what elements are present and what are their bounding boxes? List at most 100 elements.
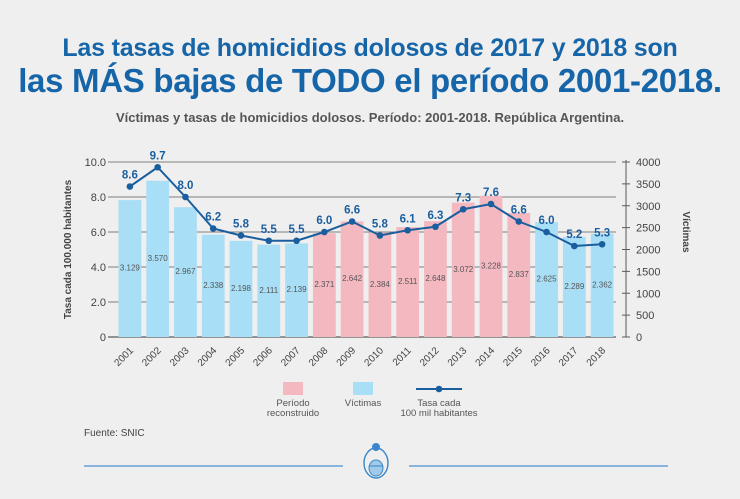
bar-value-label: 2.111 <box>259 286 278 295</box>
bar-2002 <box>146 180 170 337</box>
right-tick-label: 1000 <box>636 288 660 300</box>
rate-point-2011 <box>404 226 411 234</box>
rate-point-2008 <box>321 228 328 236</box>
rate-value-label: 6.0 <box>316 215 332 227</box>
bar-2003 <box>174 207 197 337</box>
emblem-sun-icon <box>372 443 380 451</box>
rate-value-label: 8.0 <box>177 180 193 192</box>
bar-value-label: 2.371 <box>314 280 335 289</box>
bar-value-label: 2.837 <box>509 270 530 279</box>
rate-point-2005 <box>237 232 245 239</box>
title-line-2: las MÁS bajas de TODO el período 2001-20… <box>18 62 722 99</box>
bar-value-label: 3.129 <box>120 264 141 273</box>
left-tick-label: 4.0 <box>91 262 106 274</box>
x-tick-label: 2014 <box>474 345 498 369</box>
rate-point-2010 <box>376 232 384 239</box>
bar-2009 <box>340 221 364 337</box>
rate-point-2018 <box>598 240 606 248</box>
bar-value-label: 2.642 <box>342 274 363 283</box>
rate-point-2001 <box>126 183 134 190</box>
bar-value-label: 2.967 <box>175 267 196 276</box>
legend-label-rate: Tasa cada <box>417 398 461 409</box>
bar-value-label: 2.198 <box>231 284 252 293</box>
rate-line <box>129 165 603 248</box>
rate-value-label: 7.3 <box>455 192 471 204</box>
bar-2012 <box>424 221 447 337</box>
rate-point-2014 <box>487 200 495 208</box>
x-tick-label: 2017 <box>557 345 581 369</box>
x-tick-label: 2005 <box>224 345 248 369</box>
rate-value-label: 6.2 <box>205 212 221 224</box>
rate-point-2002 <box>154 163 161 171</box>
rate-value-label: 6.6 <box>511 205 527 217</box>
bar-2018 <box>590 233 614 337</box>
emblem-shield-icon <box>368 459 384 477</box>
left-tick-label: 10.0 <box>85 157 106 169</box>
x-tick-label: 2004 <box>196 345 220 369</box>
chart-subtitle: Víctimas y tasas de homicidios dolosos. … <box>115 110 625 125</box>
rate-point-2016 <box>543 228 550 236</box>
x-tick-label: 2015 <box>501 345 525 369</box>
x-tick-label: 2018 <box>585 345 609 369</box>
legend-label-victims: Víctimas <box>345 398 382 409</box>
bar-2005 <box>229 240 253 337</box>
left-tick-label: 6.0 <box>91 227 106 239</box>
bar-value-label: 2.511 <box>398 277 418 286</box>
legend-swatch-reconstructed <box>283 382 303 395</box>
x-tick-label: 2013 <box>446 345 470 369</box>
rate-value-label: 7.6 <box>483 187 499 199</box>
bar-value-label: 3.228 <box>481 261 502 270</box>
rate-value-label: 6.6 <box>344 205 360 217</box>
bar-2015 <box>507 212 531 337</box>
right-tick-label: 2500 <box>636 223 660 235</box>
x-tick-label: 2006 <box>251 345 275 369</box>
rate-value-label: 6.0 <box>539 215 555 227</box>
x-tick-label: 2008 <box>307 345 331 369</box>
x-tick-label: 2001 <box>112 345 136 369</box>
bar-2006 <box>257 244 281 337</box>
x-tick-label: 2012 <box>418 345 442 369</box>
bar-value-label: 2.289 <box>564 282 585 291</box>
bar-value-label: 2.625 <box>537 275 558 284</box>
bar-2014 <box>479 195 503 337</box>
bar-2001 <box>118 200 142 337</box>
rate-point-2013 <box>459 205 467 213</box>
legend-label-reconstructed: reconstruido <box>267 408 319 419</box>
rate-point-2009 <box>348 218 356 225</box>
right-tick-label: 3500 <box>636 179 660 191</box>
right-tick-label: 0 <box>636 332 642 344</box>
left-axis-title: Tasa cada 100.000 habitantes <box>63 179 74 319</box>
rate-point-2006 <box>265 237 273 245</box>
legend-label-rate: 100 mil habitantes <box>400 408 477 419</box>
bar-value-label: 2.362 <box>592 280 613 289</box>
x-tick-label: 2009 <box>335 345 359 369</box>
bar-2011 <box>396 227 420 337</box>
bar-value-label: 2.384 <box>370 280 391 289</box>
bar-value-label: 2.338 <box>203 281 224 290</box>
rate-value-label: 5.8 <box>233 219 250 231</box>
right-tick-label: 500 <box>636 310 654 322</box>
rate-value-label: 9.7 <box>150 150 166 162</box>
right-tick-label: 3000 <box>636 201 660 213</box>
rate-value-label: 8.6 <box>122 170 138 182</box>
bar-2017 <box>562 236 586 337</box>
rate-value-label: 5.3 <box>594 227 610 239</box>
x-tick-label: 2016 <box>529 345 553 369</box>
rate-value-label: 6.3 <box>427 210 443 222</box>
rate-value-label: 5.2 <box>566 229 582 241</box>
right-tick-label: 1500 <box>636 266 660 278</box>
right-tick-label: 2000 <box>636 245 660 257</box>
x-tick-label: 2003 <box>168 345 192 369</box>
rate-value-label: 5.5 <box>289 224 306 236</box>
rate-value-label: 6.1 <box>400 213 417 225</box>
bar-2016 <box>535 222 558 337</box>
x-tick-label: 2007 <box>279 345 303 369</box>
bar-2007 <box>285 243 308 337</box>
rate-point-2007 <box>293 237 300 245</box>
legend-swatch-victims <box>353 382 373 395</box>
rate-point-2004 <box>209 225 217 232</box>
rate-point-2012 <box>432 223 439 231</box>
bar-value-label: 2.139 <box>287 285 308 294</box>
right-tick-label: 4000 <box>636 157 660 169</box>
